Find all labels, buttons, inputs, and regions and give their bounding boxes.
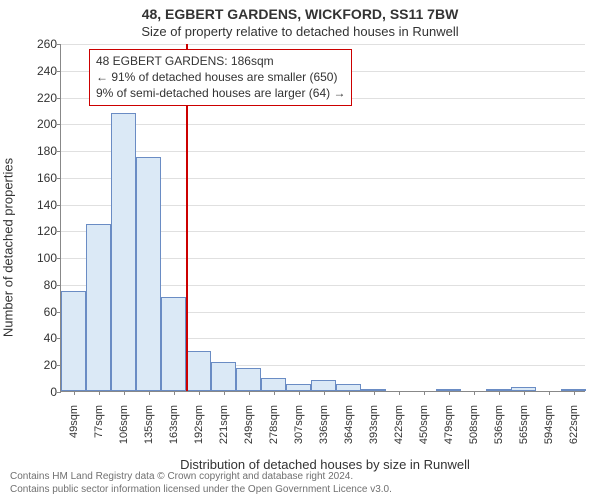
y-tick-label: 20 [29, 358, 57, 372]
y-tick [57, 231, 61, 232]
x-tick [499, 391, 500, 395]
x-tick [174, 391, 175, 395]
histogram-bar [161, 297, 186, 391]
y-tick [57, 151, 61, 152]
y-tick [57, 392, 61, 393]
chart-subtitle: Size of property relative to detached ho… [0, 24, 600, 39]
footer-line-2: Contains public sector information licen… [10, 483, 392, 496]
x-tick [299, 391, 300, 395]
y-tick-label: 60 [29, 305, 57, 319]
histogram-bar [136, 157, 161, 391]
chart-plot-area: 02040608010012014016018020022024026049sq… [60, 44, 585, 392]
y-tick-label: 160 [29, 171, 57, 185]
y-tick-label: 80 [29, 278, 57, 292]
histogram-bar [236, 368, 261, 391]
y-tick [57, 44, 61, 45]
x-tick-label: 450sqm [418, 405, 430, 444]
x-tick [199, 391, 200, 395]
y-tick-label: 120 [29, 224, 57, 238]
y-tick-label: 260 [29, 37, 57, 51]
x-tick [399, 391, 400, 395]
x-tick-label: 336sqm [318, 405, 330, 444]
histogram-bar [286, 384, 311, 391]
y-tick-label: 140 [29, 198, 57, 212]
x-tick [474, 391, 475, 395]
footer-line-1: Contains HM Land Registry data © Crown c… [10, 470, 392, 483]
x-tick [149, 391, 150, 395]
y-tick-label: 0 [29, 385, 57, 399]
y-tick-label: 40 [29, 331, 57, 345]
y-tick-label: 100 [29, 251, 57, 265]
x-tick-label: 536sqm [493, 405, 505, 444]
histogram-bar [111, 113, 136, 391]
x-tick-label: 594sqm [543, 405, 555, 444]
histogram-bar [261, 378, 286, 391]
x-tick [574, 391, 575, 395]
x-tick [99, 391, 100, 395]
y-tick-label: 220 [29, 91, 57, 105]
x-tick-label: 508sqm [468, 405, 480, 444]
x-tick-label: 77sqm [93, 405, 105, 438]
x-tick-label: 307sqm [293, 405, 305, 444]
annotation-line-1: 48 EGBERT GARDENS: 186sqm [96, 53, 345, 69]
histogram-bar [61, 291, 86, 391]
annotation-line-2: ← 91% of detached houses are smaller (65… [96, 69, 345, 85]
annotation-box: 48 EGBERT GARDENS: 186sqm← 91% of detach… [89, 49, 352, 106]
x-tick-label: 249sqm [243, 405, 255, 444]
x-tick-label: 422sqm [393, 405, 405, 444]
y-tick [57, 124, 61, 125]
chart-footer: Contains HM Land Registry data © Crown c… [10, 470, 392, 496]
y-tick-label: 240 [29, 64, 57, 78]
histogram-bar [86, 224, 111, 391]
x-tick [124, 391, 125, 395]
y-tick [57, 71, 61, 72]
histogram-bar [186, 351, 211, 391]
x-tick-label: 393sqm [368, 405, 380, 444]
x-tick [349, 391, 350, 395]
gridline [61, 151, 585, 152]
x-tick-label: 565sqm [518, 405, 530, 444]
y-tick [57, 178, 61, 179]
histogram-bar [311, 380, 336, 391]
x-tick [424, 391, 425, 395]
x-tick [449, 391, 450, 395]
x-tick-label: 192sqm [193, 405, 205, 444]
x-tick [224, 391, 225, 395]
x-tick [524, 391, 525, 395]
x-tick-label: 364sqm [343, 405, 355, 444]
x-tick-label: 49sqm [68, 405, 80, 438]
x-tick-label: 163sqm [168, 405, 180, 444]
y-tick [57, 258, 61, 259]
histogram-bar [211, 362, 236, 391]
x-tick [74, 391, 75, 395]
x-tick [374, 391, 375, 395]
x-tick [249, 391, 250, 395]
y-tick [57, 98, 61, 99]
y-tick-label: 200 [29, 117, 57, 131]
x-tick-label: 278sqm [268, 405, 280, 444]
y-tick [57, 285, 61, 286]
y-tick [57, 205, 61, 206]
x-tick-label: 479sqm [443, 405, 455, 444]
gridline [61, 44, 585, 45]
x-tick [324, 391, 325, 395]
x-tick-label: 622sqm [568, 405, 580, 444]
histogram-bar [336, 384, 361, 391]
gridline [61, 124, 585, 125]
y-tick-label: 180 [29, 144, 57, 158]
x-tick [274, 391, 275, 395]
y-axis-label: Number of detached properties [1, 158, 16, 337]
chart-title: 48, EGBERT GARDENS, WICKFORD, SS11 7BW [0, 6, 600, 22]
x-tick-label: 106sqm [118, 405, 130, 444]
x-tick-label: 221sqm [218, 405, 230, 444]
x-tick [549, 391, 550, 395]
annotation-line-3: 9% of semi-detached houses are larger (6… [96, 85, 345, 101]
x-tick-label: 135sqm [143, 405, 155, 444]
